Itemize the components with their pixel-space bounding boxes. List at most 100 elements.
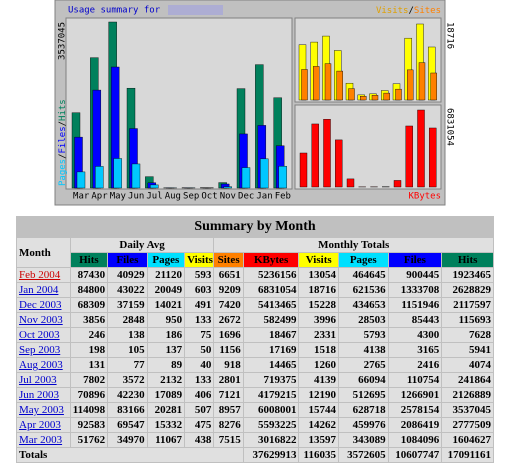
- value-cell: 406: [185, 388, 214, 402]
- month-cell: Feb 2004: [17, 268, 70, 282]
- table-row: Dec 2003 68309 37159 14021 491 7420 5413465 152…: [17, 298, 493, 312]
- summary-table: Summary by Month Month Daily Avg Monthly To…: [16, 216, 494, 463]
- value-cell: 9209: [214, 283, 243, 297]
- value-cell: 2672: [214, 313, 243, 327]
- value-cell: 6651: [214, 268, 243, 282]
- value-cell: 719375: [243, 373, 299, 387]
- bar: [299, 152, 308, 188]
- y-max-label: 18716: [445, 22, 455, 49]
- legend: KBytes: [408, 192, 441, 202]
- month-link[interactable]: Mar 2003: [19, 434, 63, 446]
- value-cell: 603: [185, 283, 214, 297]
- value-cell: 34970: [108, 433, 147, 447]
- value-cell: 2132: [147, 373, 185, 387]
- legend-item: Files: [58, 126, 68, 153]
- month-link[interactable]: Jul 2003: [19, 374, 57, 386]
- value-cell: 438: [185, 433, 214, 447]
- value-cell: 89: [147, 358, 185, 372]
- value-cell: 1151946: [388, 298, 442, 312]
- month-link[interactable]: Sep 2003: [19, 344, 61, 356]
- value-cell: 18467: [243, 328, 299, 342]
- table-row: Feb 2004 87430 40929 21120 593 6651 5236156 130…: [17, 268, 493, 282]
- table-row: Apr 2003 92583 69547 15332 475 8276 5593225 142…: [17, 418, 493, 432]
- value-cell: 1923465: [442, 268, 493, 282]
- x-tick-label: Jun: [128, 192, 144, 202]
- value-cell: 2331: [299, 328, 338, 342]
- value-cell: 2765: [338, 358, 388, 372]
- value-cell: 6831054: [243, 283, 299, 297]
- value-cell: 8276: [214, 418, 243, 432]
- value-cell: 2578154: [388, 403, 442, 417]
- bar: [418, 62, 426, 101]
- value-cell: 7121: [214, 388, 243, 402]
- month-link[interactable]: Feb 2004: [19, 269, 61, 281]
- value-cell: 43022: [108, 283, 147, 297]
- month-link[interactable]: May 2003: [19, 404, 64, 416]
- value-cell: 17169: [243, 343, 299, 357]
- bar: [429, 127, 437, 188]
- value-cell: 14465: [243, 358, 299, 372]
- month-link[interactable]: Jan 2004: [19, 284, 59, 296]
- value-cell: 5941: [442, 343, 493, 357]
- month-link[interactable]: Apr 2003: [19, 419, 61, 431]
- bar: [241, 167, 251, 189]
- month-link[interactable]: Dec 2003: [19, 299, 62, 311]
- value-cell: 13597: [299, 433, 338, 447]
- month-cell: Aug 2003: [17, 358, 70, 372]
- total-cell: 10607747: [388, 448, 442, 462]
- value-cell: 7802: [70, 373, 108, 387]
- value-cell: 1260: [299, 358, 338, 372]
- value-cell: 15228: [299, 298, 338, 312]
- value-cell: 4074: [442, 358, 493, 372]
- value-cell: 7420: [214, 298, 243, 312]
- column-header: Visits: [185, 253, 214, 267]
- value-cell: 2777509: [442, 418, 493, 432]
- value-cell: 7628: [442, 328, 493, 342]
- value-cell: 21120: [147, 268, 185, 282]
- column-header: Hits: [70, 253, 108, 267]
- value-cell: 5236156: [243, 268, 299, 282]
- separator: /: [58, 153, 68, 158]
- total-cell: 3572605: [338, 448, 388, 462]
- month-cell: Jan 2004: [17, 283, 70, 297]
- x-tick-label: Sep: [183, 192, 199, 202]
- bar: [131, 163, 141, 189]
- column-header: Hits: [442, 253, 493, 267]
- title-row: Summary by Month: [17, 217, 493, 237]
- month-cell: May 2003: [17, 403, 70, 417]
- value-cell: 241864: [442, 373, 493, 387]
- table-row: Nov 2003 3856 2848 950 133 2672 582499 3996 2850…: [17, 313, 493, 327]
- month-link[interactable]: Nov 2003: [19, 314, 63, 326]
- month-link[interactable]: Aug 2003: [19, 359, 63, 371]
- value-cell: 83166: [108, 403, 147, 417]
- value-cell: 84800: [70, 283, 108, 297]
- value-cell: 3016822: [243, 433, 299, 447]
- column-header: Pages: [147, 253, 185, 267]
- value-cell: 110754: [388, 373, 442, 387]
- month-link[interactable]: Jun 2003: [19, 389, 60, 401]
- table-row: Aug 2003 131 77 89 40 918 14465 1260 2765 2416 407…: [17, 358, 493, 372]
- value-cell: 900445: [388, 268, 442, 282]
- table-row: Sep 2003 198 105 137 50 1156 17169 1518 4138 3165…: [17, 343, 493, 357]
- legend-item: Sites: [414, 6, 441, 16]
- value-cell: 28503: [338, 313, 388, 327]
- month-link[interactable]: Oct 2003: [19, 329, 60, 341]
- value-cell: 1266901: [388, 388, 442, 402]
- x-tick-label: Nov: [220, 192, 236, 202]
- x-tick-label: Jan: [256, 192, 272, 202]
- value-cell: 20049: [147, 283, 185, 297]
- column-header: Visits: [299, 253, 338, 267]
- value-cell: 15744: [299, 403, 338, 417]
- value-cell: 8957: [214, 403, 243, 417]
- value-cell: 68309: [70, 298, 108, 312]
- value-cell: 186: [147, 328, 185, 342]
- value-cell: 3856: [70, 313, 108, 327]
- value-cell: 464645: [338, 268, 388, 282]
- value-cell: 17089: [147, 388, 185, 402]
- bar: [76, 171, 86, 189]
- bar: [301, 69, 308, 101]
- column-header: Files: [388, 253, 442, 267]
- table-row: Mar 2003 51762 34970 11067 438 7515 3016822 135…: [17, 433, 493, 447]
- value-cell: 13054: [299, 268, 338, 282]
- value-cell: 4138: [338, 343, 388, 357]
